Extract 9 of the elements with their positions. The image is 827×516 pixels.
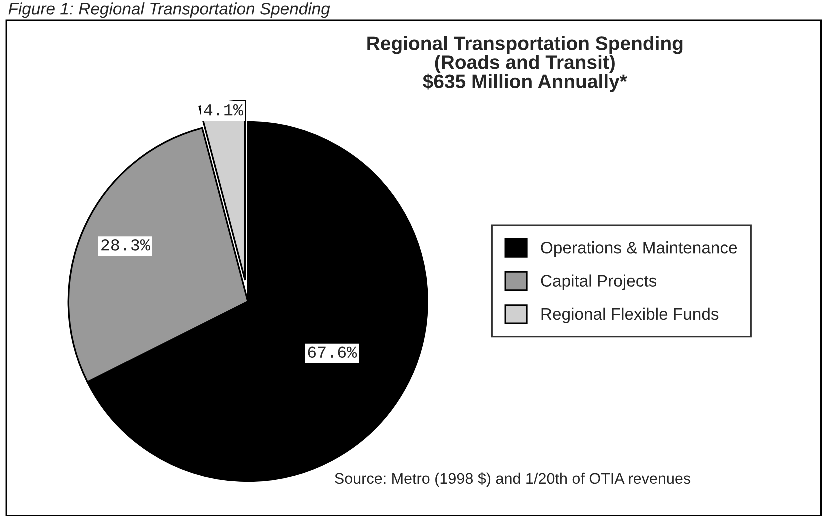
data-label: 4.1%: [204, 104, 244, 116]
data-label: 28.3%: [102, 240, 150, 251]
data-label: 67.6%: [308, 346, 358, 358]
chart-title: Regional Transportation Spending (Roads and Transit) $635 Million Annually*: [368, 36, 683, 92]
caption: Figure 1: Regional Transportation Spending: [8, 2, 330, 18]
source-note: Source: Metro (1998 $) and 1/20th of OTIA revenues: [335, 472, 691, 488]
legend-label: Operations & Maintenance: [541, 242, 738, 258]
legend-label: Regional Flexible Funds: [542, 308, 719, 324]
legend-label: Capital Projects: [541, 274, 657, 290]
